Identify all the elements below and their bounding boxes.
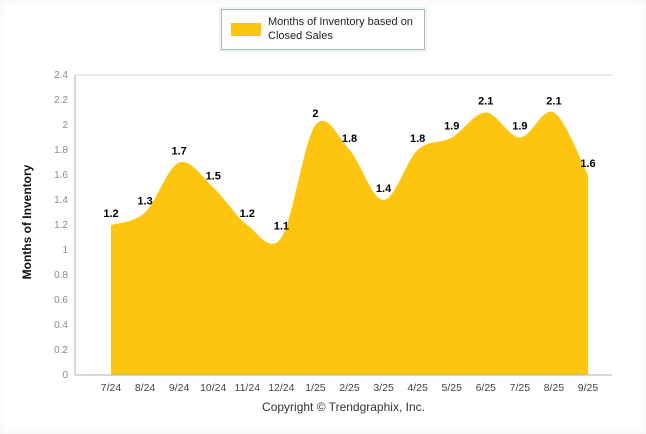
legend-swatch — [231, 22, 261, 36]
y-tick-label: 0.6 — [54, 295, 68, 306]
y-tick-label: 1.2 — [54, 220, 68, 231]
x-tick-label: 4/25 — [407, 382, 428, 394]
x-tick-label: 7/24 — [101, 382, 122, 394]
value-label: 1.5 — [206, 171, 221, 183]
x-tick-label: 6/25 — [476, 382, 497, 394]
x-tick-label: 8/25 — [544, 382, 565, 394]
value-label: 1.7 — [171, 146, 186, 158]
y-axis-title: Months of Inventory — [20, 164, 34, 280]
legend: Months of Inventory based on Closed Sale… — [221, 9, 425, 50]
y-tick-label: 0.8 — [54, 270, 68, 281]
x-tick-label: 3/25 — [373, 382, 394, 394]
value-label: 1.6 — [580, 158, 595, 170]
value-label: 1.2 — [103, 208, 118, 220]
value-label: 2 — [312, 108, 318, 120]
y-tick-label: 2.2 — [54, 95, 68, 106]
y-tick-label: 1.6 — [54, 170, 68, 181]
y-tick-label: 1.8 — [54, 145, 68, 156]
value-label: 1.8 — [342, 133, 357, 145]
y-tick-label: 2 — [62, 120, 68, 131]
value-label: 1.8 — [410, 133, 425, 145]
value-label: 1.9 — [512, 121, 527, 133]
legend-label: Months of Inventory based on Closed Sale… — [268, 16, 413, 43]
inventory-area — [111, 111, 588, 375]
value-label: 1.9 — [444, 121, 459, 133]
x-tick-label: 1/25 — [305, 382, 326, 394]
x-tick-label: 7/25 — [510, 382, 531, 394]
y-tick-label: 0 — [62, 370, 68, 381]
y-tick-label: 0.2 — [54, 345, 68, 356]
value-label: 2.1 — [546, 96, 561, 108]
x-tick-label: 8/24 — [135, 382, 156, 394]
y-tick-label: 1 — [62, 245, 68, 256]
y-tick-label: 0.4 — [54, 320, 68, 331]
value-label: 1.2 — [240, 208, 255, 220]
value-label: 1.1 — [274, 221, 289, 233]
value-label: 1.4 — [376, 183, 392, 195]
x-tick-label: 12/24 — [268, 382, 294, 394]
x-tick-label: 9/24 — [169, 382, 190, 394]
x-tick-label: 10/24 — [200, 382, 226, 394]
copyright-text: Copyright © Trendgraphix, Inc. — [262, 400, 425, 414]
x-tick-label: 2/25 — [339, 382, 360, 394]
x-tick-label: 11/24 — [235, 382, 261, 394]
y-tick-label: 2.4 — [54, 70, 68, 81]
x-tick-label: 5/25 — [441, 382, 462, 394]
x-tick-label: 9/25 — [578, 382, 599, 394]
value-label: 2.1 — [478, 96, 493, 108]
value-label: 1.3 — [137, 196, 152, 208]
y-tick-label: 1.4 — [54, 195, 68, 206]
